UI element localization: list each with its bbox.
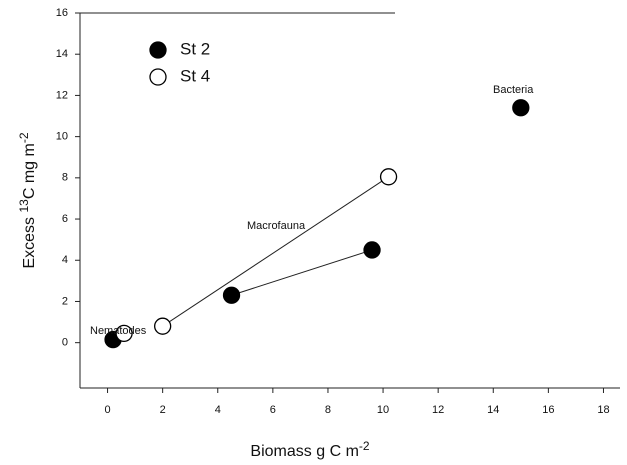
y-tick-label: 0 (62, 337, 68, 349)
y-tick-label: 12 (56, 89, 68, 101)
annotation: Macrofauna (247, 220, 306, 232)
x-axis-label-part: -2 (359, 439, 370, 453)
x-axis-label: Biomass g C m-2 (250, 439, 369, 460)
annotation: Nematodes (90, 325, 147, 337)
point (154, 317, 172, 335)
y-tick-label: 16 (56, 7, 68, 19)
y-tick-label: 8 (62, 172, 68, 184)
x-tick-label: 10 (377, 404, 389, 416)
point (363, 241, 381, 259)
x-tick-label: 0 (104, 404, 110, 416)
y-tick-label: 2 (62, 295, 68, 307)
point (512, 99, 530, 117)
y-axis-label-part: 13 (17, 199, 31, 213)
x-tick-label: 4 (215, 404, 221, 416)
series-line (231, 249, 373, 296)
point (115, 324, 133, 343)
y-axis-label: Excess 13C mg m-2 (17, 132, 38, 268)
y-axis-label-part: C mg m (21, 143, 38, 199)
legend-label: St 4 (180, 66, 210, 85)
x-tick-label: 2 (160, 404, 166, 416)
x-tick-label: 18 (597, 404, 609, 416)
y-tick-label: 10 (56, 131, 68, 143)
x-tick-label: 16 (542, 404, 554, 416)
y-tick-label: 6 (62, 213, 68, 225)
point (379, 168, 398, 186)
x-tick-label: 6 (270, 404, 276, 416)
legend-label: St 2 (180, 39, 210, 58)
x-axis-label-part: Biomass g C m (250, 443, 358, 460)
y-axis-label-part: Excess (21, 213, 38, 269)
x-tick-label: 12 (432, 404, 444, 416)
annotation: Bacteria (493, 84, 534, 96)
x-tick-label: 14 (487, 404, 499, 416)
y-axis-label-part: -2 (17, 132, 31, 143)
point (222, 286, 241, 304)
series-line (162, 176, 389, 327)
legend-marker (149, 41, 167, 59)
y-tick-label: 14 (56, 48, 68, 60)
x-tick-label: 8 (325, 404, 331, 416)
y-tick-label: 4 (62, 254, 68, 266)
legend-marker (149, 68, 167, 86)
